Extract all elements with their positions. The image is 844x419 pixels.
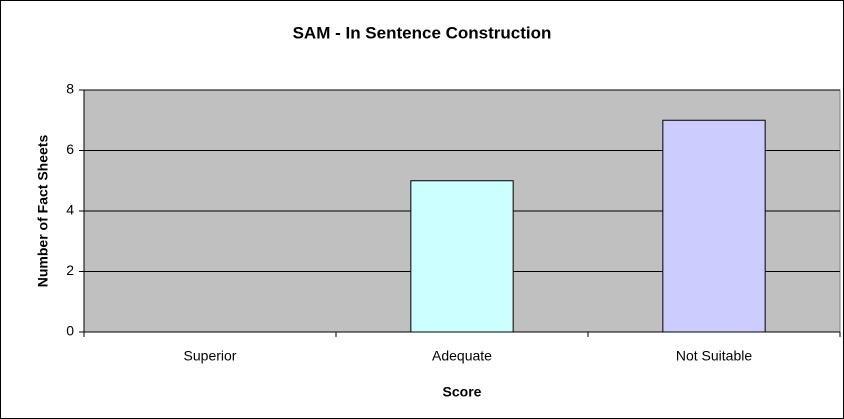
y-tick-label: 2 (66, 262, 74, 278)
y-tick-label: 6 (66, 141, 74, 157)
x-axis-label: Score (443, 384, 482, 400)
x-tick-label: Not Suitable (676, 348, 752, 364)
x-tick-label: Adequate (432, 348, 492, 364)
x-tick-label: Superior (184, 348, 237, 364)
y-tick-label: 4 (66, 202, 74, 218)
chart-title: SAM - In Sentence Construction (293, 23, 552, 42)
y-tick-label: 8 (66, 81, 74, 97)
y-axis-label: Number of Fact Sheets (35, 135, 51, 288)
y-tick-label: 0 (66, 323, 74, 339)
bar (662, 119, 766, 333)
bar (410, 180, 514, 333)
